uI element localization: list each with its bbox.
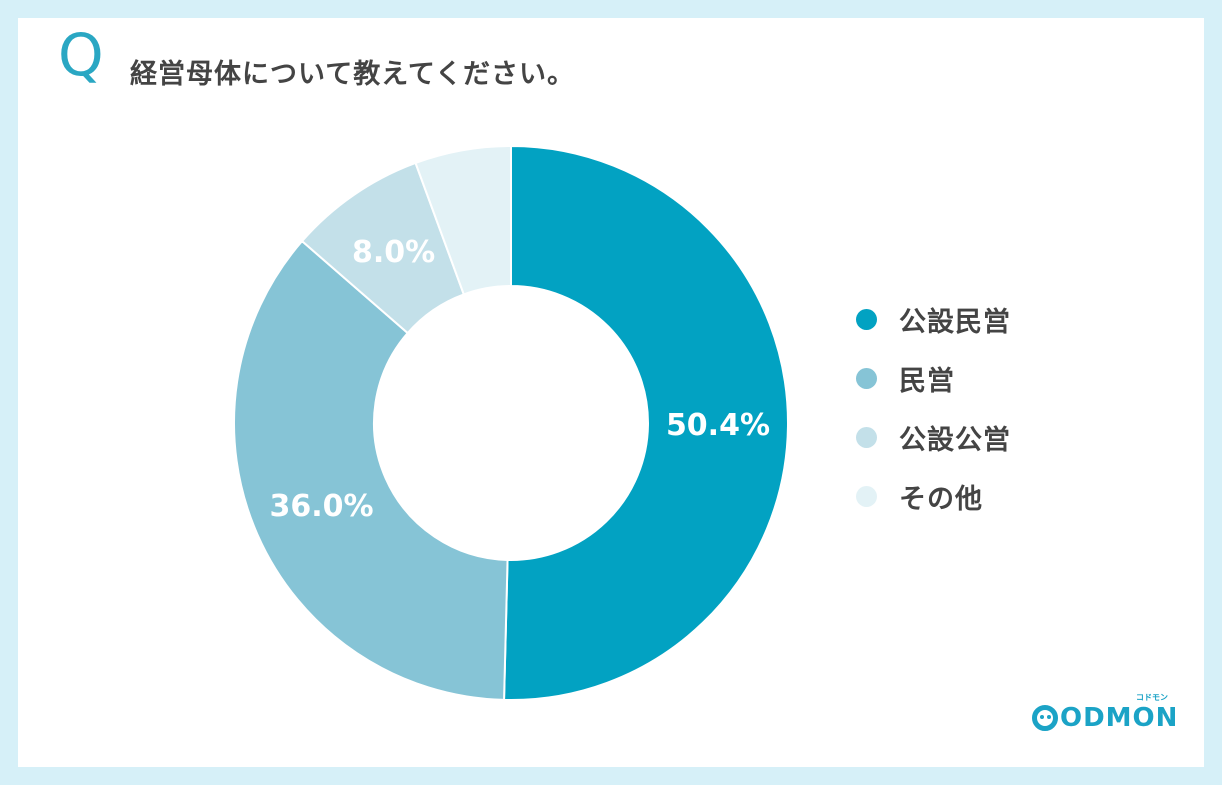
legend-label: 公設民営: [899, 306, 1011, 338]
data-label: 8.0%: [352, 235, 435, 270]
card: Q 経営母体について教えてください。 50.4% 36.0% 8.0% 公設民営 民…: [18, 18, 1204, 767]
pie-slice-2: [233, 239, 509, 701]
pie-slice-4: [414, 144, 512, 296]
data-label: 36.0%: [270, 489, 374, 524]
pie-slice-1: [503, 144, 789, 701]
legend: 公設民営 民営 公設公営 その他: [856, 300, 1011, 536]
legend-item: 公設公営: [856, 418, 1011, 456]
donut-chart: 50.4% 36.0% 8.0%: [233, 144, 789, 701]
legend-label: 公設公営: [899, 424, 1011, 456]
logo-mark-icon: [1032, 705, 1058, 731]
legend-item: 民営: [856, 359, 1011, 397]
q-letter: Q: [58, 21, 104, 89]
legend-swatch: [856, 308, 877, 330]
legend-swatch: [856, 426, 877, 448]
legend-label: 民営: [899, 365, 955, 397]
logo-tagline: コドモン: [1136, 693, 1168, 702]
data-label: 50.4%: [666, 408, 770, 443]
legend-swatch: [856, 367, 877, 389]
legend-swatch: [856, 485, 877, 507]
question-title: 経営母体について教えてください。: [130, 59, 576, 90]
legend-item: その他: [856, 477, 1011, 515]
codmon-logo: ODMON コドモン: [1032, 693, 1179, 738]
chart-data-labels: 50.4% 36.0% 8.0%: [270, 235, 771, 524]
logo-wordmark: ODMON: [1060, 703, 1179, 733]
legend-label: その他: [899, 483, 983, 515]
legend-item: 公設民営: [856, 300, 1011, 338]
chart-slices: [233, 144, 789, 701]
